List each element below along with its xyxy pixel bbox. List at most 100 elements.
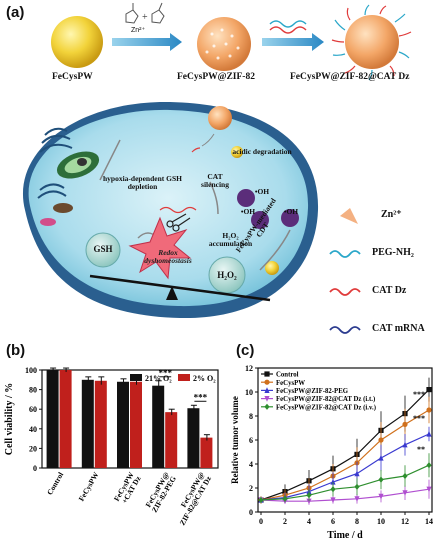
legend-label: FeCysPW@ZIF-82@CAT Dz (i.v.)	[276, 404, 376, 411]
oh-label-2: •OH	[240, 207, 256, 216]
y-tick-label: 6	[249, 436, 253, 445]
triangle-icon	[340, 208, 358, 224]
y-tick-label: 10	[245, 388, 253, 397]
x-tick-label: 4	[307, 517, 311, 526]
significance-label: ***	[413, 414, 425, 423]
legend-label: 2% O₂	[193, 374, 216, 383]
y-axis-label: Cell viability / %	[4, 383, 15, 456]
x-tick-label: FeCysPW@ZIF-82@CAT Dz	[171, 470, 214, 527]
data-point	[330, 486, 336, 493]
oh-label-3: •OH	[283, 207, 299, 216]
y-tick-label: 60	[29, 405, 37, 414]
significance-label: ***	[194, 392, 208, 402]
legend-label: Control	[276, 372, 299, 379]
y-tick-label: 4	[249, 460, 253, 469]
y-axis-label: Relative tumor volume	[230, 396, 240, 484]
significance-label: ***	[158, 368, 172, 378]
panel-a-label: (a)	[6, 4, 25, 21]
data-point	[330, 497, 336, 504]
gsh-icon	[85, 232, 121, 268]
zif-sphere	[197, 17, 251, 71]
data-point	[426, 407, 432, 413]
legend-peg: PEG-NH₂	[372, 247, 414, 258]
bar	[152, 385, 165, 468]
scissors-icon	[166, 213, 191, 232]
gsh-label: GSH	[93, 244, 113, 254]
data-point	[426, 486, 432, 493]
x-tick-label: 0	[259, 517, 263, 526]
x-tick-label: 8	[355, 517, 359, 526]
tumor-volume-chart: 0 2 4 6 8 10 12 0 2 4 6 8 10 12 14 Time / d Relative tum…	[230, 364, 433, 541]
bar	[130, 381, 142, 468]
y-tick-label: 20	[29, 444, 37, 453]
cat-silencing-label: CAT silencing	[201, 172, 229, 189]
x-tick-label: 12	[401, 517, 409, 526]
legend-catmrna: CAT mRNA	[372, 323, 425, 334]
y-tick-label: 0	[249, 508, 253, 517]
y-tick-label: 40	[29, 425, 37, 434]
data-point	[264, 371, 270, 377]
data-point	[354, 470, 360, 477]
x-tick-label: 10	[377, 517, 385, 526]
bar	[200, 437, 213, 468]
data-point	[402, 421, 408, 427]
legend-label: FeCysPW@ZIF-82@CAT Dz (i.t.)	[276, 396, 375, 403]
significance-label: **	[417, 445, 425, 454]
y-tick-label: 8	[249, 412, 253, 421]
redox-star-icon	[128, 216, 192, 280]
panel-c-label: (c)	[236, 342, 255, 359]
data-point	[354, 496, 360, 502]
oh-label-1: •OH	[254, 187, 270, 196]
h2o2-accum-label: H₂O₂ accumulation	[208, 231, 253, 248]
step-label-2: FeCysPW@ZIF-82	[177, 72, 255, 82]
data-point	[402, 490, 408, 496]
panel-b-label: (b)	[6, 342, 26, 359]
wave-icon	[329, 250, 361, 258]
y-tick-label: 12	[245, 364, 253, 373]
series-line	[260, 409, 430, 501]
y-tick-label: 2	[249, 484, 253, 493]
cat-dz-sphere	[345, 15, 399, 69]
bar	[187, 408, 200, 468]
series-line	[260, 389, 430, 501]
h2o2-label: H₂O₂	[217, 270, 237, 280]
data-point	[282, 495, 288, 502]
y-tick-label: 0	[33, 464, 37, 473]
data-point	[378, 476, 384, 483]
x-tick-label: FeCysPW+CAT Dz	[112, 470, 143, 507]
legend-catdz: CAT Dz	[372, 285, 407, 296]
legend-zn: Zn²⁺	[381, 209, 402, 220]
arrow-icon	[112, 33, 182, 51]
legend-swatch	[178, 374, 190, 381]
h2o2-icon	[208, 256, 246, 294]
wave-icon	[329, 326, 361, 334]
data-point	[378, 454, 384, 461]
bar	[165, 412, 178, 468]
bar	[46, 370, 59, 468]
x-tick-label: 6	[331, 517, 335, 526]
data-point	[306, 498, 312, 505]
data-point	[378, 437, 384, 443]
y-tick-label: 100	[25, 366, 37, 375]
bar	[94, 380, 107, 468]
bar	[117, 381, 129, 468]
hypoxia-label: hypoxia-dependent GSH depletion	[103, 174, 182, 191]
wave-icon	[329, 288, 361, 296]
x-axis-label: Time / d	[327, 530, 363, 541]
step-label-1: FeCysPW	[52, 72, 93, 82]
series-line	[260, 464, 430, 501]
legend-label: 21% O₂	[145, 374, 172, 383]
bar	[81, 379, 94, 468]
data-point	[426, 387, 432, 393]
arrow-icon	[262, 33, 324, 51]
legend-label: FeCysPW	[276, 380, 305, 387]
data-point	[402, 472, 408, 480]
acidic-degradation-label: acidic degradation	[232, 147, 292, 156]
imidazole-icon	[125, 2, 165, 24]
legend-label: FeCysPW@ZIF-82-PEG	[276, 388, 349, 395]
x-tick-label: 14	[425, 517, 433, 526]
zn-label: Zn²⁺	[131, 27, 146, 34]
cell-illustration	[22, 101, 319, 319]
data-point	[258, 496, 264, 504]
synthesis-scheme: +	[51, 2, 412, 81]
